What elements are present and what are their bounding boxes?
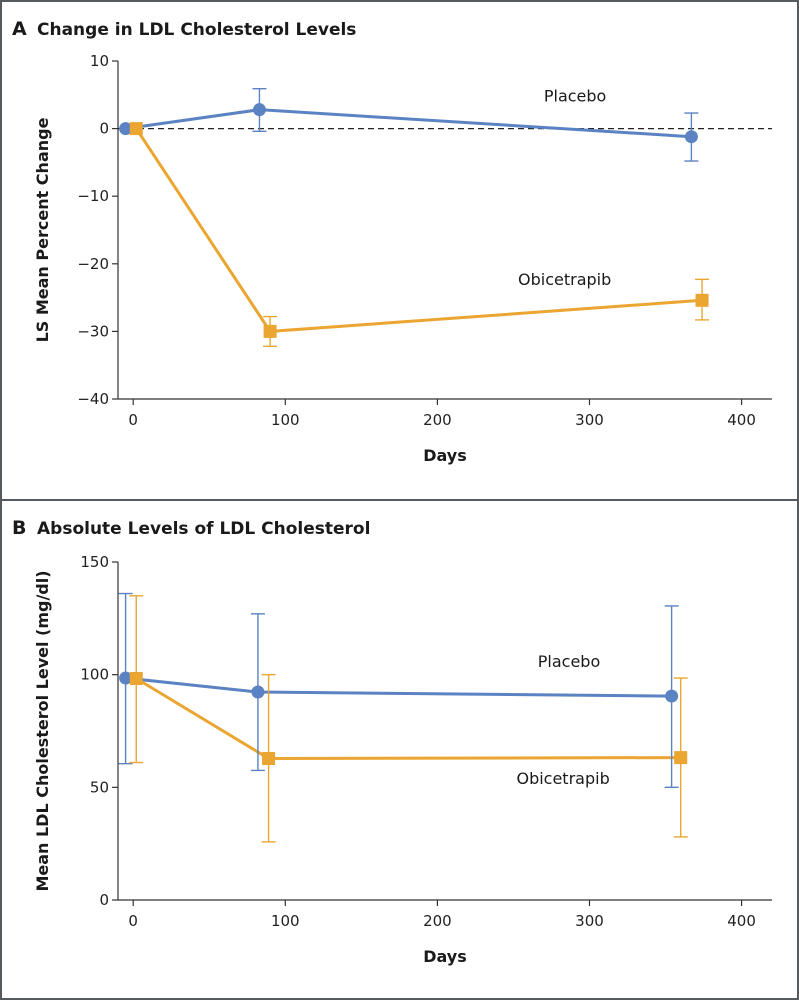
series-line-placebo xyxy=(125,676,672,698)
y-tick-label: 10 xyxy=(90,52,109,70)
y-tick-label: 100 xyxy=(80,666,109,684)
chart-title: Change in LDL Cholesterol Levels xyxy=(37,20,356,40)
y-tick-label: −30 xyxy=(77,322,109,340)
x-tick-label: 300 xyxy=(575,411,604,429)
panel-a-ldl-percent-change: A Change in LDL Cholesterol Levels 10 0 −10−… xyxy=(0,0,799,501)
x-axis-title: Days xyxy=(423,446,467,465)
y-tick-label: 50 xyxy=(90,778,109,796)
panel-letter: A xyxy=(12,18,27,40)
data-point-placebo xyxy=(251,685,265,699)
x-tick-label: 200 xyxy=(423,912,452,930)
y-tick-label: 150 xyxy=(80,553,109,571)
series-line-obicetrapib xyxy=(134,127,703,333)
chart-a-svg: A Change in LDL Cholesterol Levels100−10−… xyxy=(12,18,772,465)
data-point-obicetrapib xyxy=(129,122,143,136)
y-tick-label: −20 xyxy=(77,255,109,273)
x-axis-title: Days xyxy=(423,947,467,966)
chart-b-svg: B Absolute Levels of LDL Cholesterol 150 10… xyxy=(12,517,772,966)
x-tick-label: 0 xyxy=(128,411,138,429)
series-label-placebo: Placebo xyxy=(538,652,600,671)
data-point-placebo xyxy=(252,103,266,117)
data-point-obicetrapib xyxy=(674,751,688,765)
data-point-obicetrapib xyxy=(129,671,143,685)
panel-b-absolute-ldl-levels: B Absolute Levels of LDL Cholesterol 150 10… xyxy=(0,499,799,1000)
data-point-obicetrapib xyxy=(263,324,277,338)
data-point-placebo xyxy=(665,689,679,703)
y-axis-title: LS Mean Percent Change xyxy=(33,117,52,342)
x-tick-label: 300 xyxy=(575,912,604,930)
x-tick-label: 400 xyxy=(727,912,756,930)
x-tick-label: 400 xyxy=(727,411,756,429)
series-label-placebo: Placebo xyxy=(544,87,606,106)
x-tick-label: 100 xyxy=(271,912,300,930)
data-point-placebo xyxy=(119,122,133,136)
series-label-obicetrapib: Obicetrapib xyxy=(518,270,611,289)
y-tick-label: −40 xyxy=(77,390,109,408)
data-point-placebo xyxy=(119,671,133,685)
data-point-obicetrapib xyxy=(262,751,276,765)
data-point-placebo xyxy=(684,130,698,144)
y-tick-label: −10 xyxy=(77,187,109,205)
x-tick-label: 0 xyxy=(128,912,138,930)
series-label-obicetrapib: Obicetrapib xyxy=(516,769,609,788)
x-tick-label: 200 xyxy=(423,411,452,429)
y-tick-label: 0 xyxy=(99,120,109,138)
series-line-placebo xyxy=(125,108,692,139)
panel-letter: B xyxy=(12,517,26,539)
y-tick-label: 0 xyxy=(99,891,109,909)
x-tick-label: 100 xyxy=(271,411,300,429)
y-axis-title: Mean LDL Cholesterol Level (mg/dl) xyxy=(33,570,52,891)
data-point-obicetrapib xyxy=(695,293,709,307)
chart-title: Absolute Levels of LDL Cholesterol xyxy=(37,519,370,539)
series-line-obicetrapib xyxy=(135,677,681,760)
